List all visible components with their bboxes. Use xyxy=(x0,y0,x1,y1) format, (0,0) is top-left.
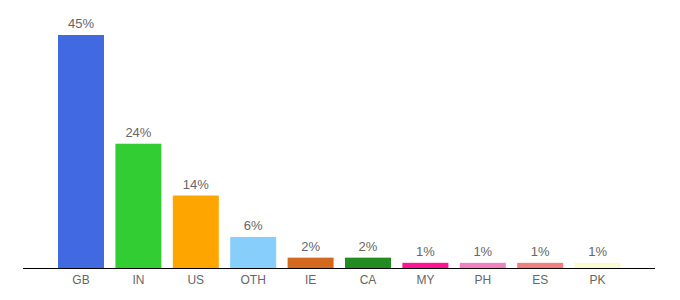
x-axis xyxy=(23,268,655,269)
bar xyxy=(345,258,391,268)
bars xyxy=(58,35,621,268)
x-tick-label: PK xyxy=(590,273,606,287)
chart-container: 45% GB 24% IN 14% US 6% OTH 2% IE 2% CA 1% MY 1% PH 1% ES… xyxy=(0,0,680,300)
bar xyxy=(288,258,334,268)
chart: 45% GB 24% IN 14% US 6% OTH 2% IE 2% CA 1% MY 1% PH 1% ES… xyxy=(0,0,680,300)
bar xyxy=(517,263,563,268)
bar xyxy=(402,263,448,268)
x-tick-label: IN xyxy=(132,273,144,287)
x-tick-label: MY xyxy=(416,273,434,287)
x-tick-label: PH xyxy=(474,273,491,287)
x-tick-label: OTH xyxy=(241,273,266,287)
data-label: 6% xyxy=(244,218,263,233)
x-tick-label: GB xyxy=(72,273,89,287)
data-label: 2% xyxy=(301,239,320,254)
data-label: 1% xyxy=(531,244,550,259)
x-tick-label: CA xyxy=(360,273,377,287)
x-tick-label: US xyxy=(187,273,204,287)
x-tick-label: ES xyxy=(532,273,548,287)
bar xyxy=(460,263,506,268)
bar xyxy=(575,263,621,268)
data-label: 1% xyxy=(588,244,607,259)
data-label: 24% xyxy=(125,125,151,140)
bar xyxy=(173,196,219,268)
bar xyxy=(115,144,161,268)
data-label: 45% xyxy=(68,16,94,31)
labels: 45% GB 24% IN 14% US 6% OTH 2% IE 2% CA 1% MY 1% PH 1% ES… xyxy=(68,16,607,287)
bar xyxy=(58,35,104,268)
data-label: 2% xyxy=(359,239,378,254)
data-label: 14% xyxy=(183,177,209,192)
bar xyxy=(230,237,276,268)
data-label: 1% xyxy=(416,244,435,259)
x-tick-label: IE xyxy=(305,273,316,287)
data-label: 1% xyxy=(473,244,492,259)
